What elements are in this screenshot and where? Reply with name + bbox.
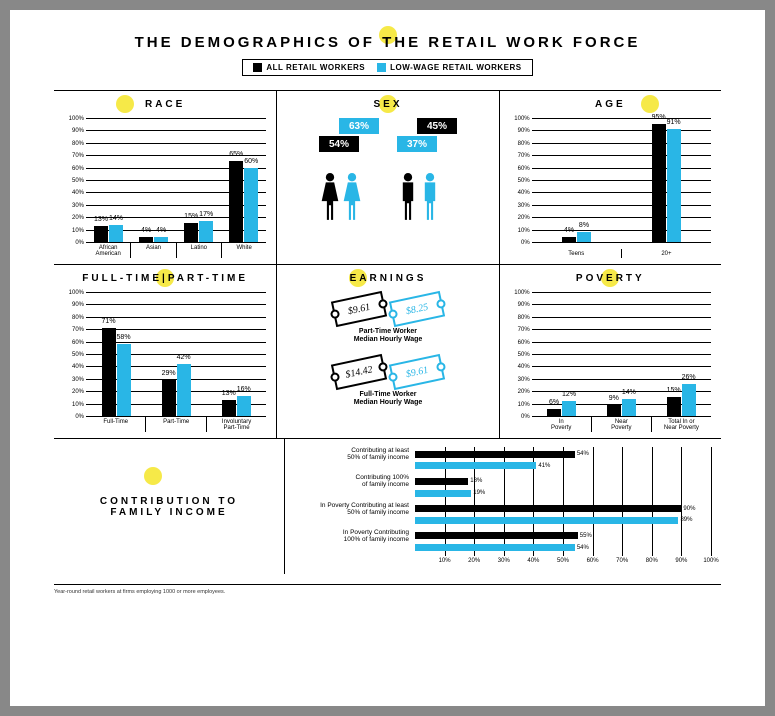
race-chart: 0%10%20%30%40%50%60%70%80%90%100% 13% 14… <box>64 118 266 258</box>
legend-low-label: LOW-WAGE RETAIL WORKERS <box>390 63 521 72</box>
ft-low-ticket: $9.61 <box>389 354 445 390</box>
earnings-panel: EARNINGS $9.61 $8.25 Part-Time WorkerMed… <box>276 264 498 438</box>
age-chart: 0%10%20%30%40%50%60%70%80%90%100% 4% 8% … <box>510 118 711 258</box>
ftpt-chart: 0%10%20%30%40%50%60%70%80%90%100% 71% 58… <box>64 292 266 432</box>
sex-title: SEX <box>287 99 488 110</box>
swatch-low <box>377 63 386 72</box>
sex-female-low: 63% <box>349 121 369 132</box>
footnote: Year-round retail workers at firms emplo… <box>54 584 721 595</box>
age-panel: AGE 0%10%20%30%40%50%60%70%80%90%100% 4%… <box>499 90 721 264</box>
pt-low-ticket: $8.25 <box>389 291 445 327</box>
female-icon <box>341 172 363 224</box>
page-title: THE DEMOGRAPHICS OF THE RETAIL WORK FORC… <box>54 34 721 51</box>
sex-female-all: 54% <box>329 139 349 150</box>
legend-all-label: ALL RETAIL WORKERS <box>266 63 365 72</box>
male-icon <box>397 172 419 224</box>
male-icon <box>419 172 441 224</box>
earnings-title: EARNINGS <box>287 273 488 284</box>
race-title: RACE <box>64 99 266 110</box>
contribution-title: CONTRIBUTION TOFAMILY INCOME <box>100 496 238 518</box>
sex-panel: SEX 63% 54% 45% 37% <box>276 90 498 264</box>
pt-label: Part-Time WorkerMedian Hourly Wage <box>354 328 423 345</box>
infographic-page: THE DEMOGRAPHICS OF THE RETAIL WORK FORC… <box>10 10 765 706</box>
ftpt-title: FULL-TIME|PART-TIME <box>64 273 266 284</box>
sex-male-group: 45% 37% <box>397 118 457 224</box>
poverty-title: POVERTY <box>510 273 711 284</box>
ft-all-ticket: $14.42 <box>331 354 387 390</box>
age-title: AGE <box>510 99 711 110</box>
race-panel: RACE 0%10%20%30%40%50%60%70%80%90%100% 1… <box>54 90 276 264</box>
pt-all-ticket: $9.61 <box>331 291 387 327</box>
contribution-chart: Contributing at least50% of family incom… <box>284 439 721 574</box>
sex-male-low: 37% <box>407 139 427 150</box>
ft-label: Full-Time WorkerMedian Hourly Wage <box>354 391 423 408</box>
poverty-panel: POVERTY 0%10%20%30%40%50%60%70%80%90%100… <box>499 264 721 438</box>
female-icon <box>319 172 341 224</box>
legend: ALL RETAIL WORKERS LOW-WAGE RETAIL WORKE… <box>242 59 532 76</box>
swatch-all <box>253 63 262 72</box>
contribution-title-cell: CONTRIBUTION TOFAMILY INCOME <box>54 439 284 574</box>
sex-male-all: 45% <box>427 121 447 132</box>
legend-low: LOW-WAGE RETAIL WORKERS <box>377 63 521 72</box>
poverty-chart: 0%10%20%30%40%50%60%70%80%90%100% 6% 12%… <box>510 292 711 432</box>
row-1: RACE 0%10%20%30%40%50%60%70%80%90%100% 1… <box>54 90 721 264</box>
row-2: FULL-TIME|PART-TIME 0%10%20%30%40%50%60%… <box>54 264 721 438</box>
ftpt-panel: FULL-TIME|PART-TIME 0%10%20%30%40%50%60%… <box>54 264 276 438</box>
contribution-row: CONTRIBUTION TOFAMILY INCOME Contributin… <box>54 438 721 574</box>
legend-all: ALL RETAIL WORKERS <box>253 63 365 72</box>
sex-female-group: 63% 54% <box>319 118 379 224</box>
